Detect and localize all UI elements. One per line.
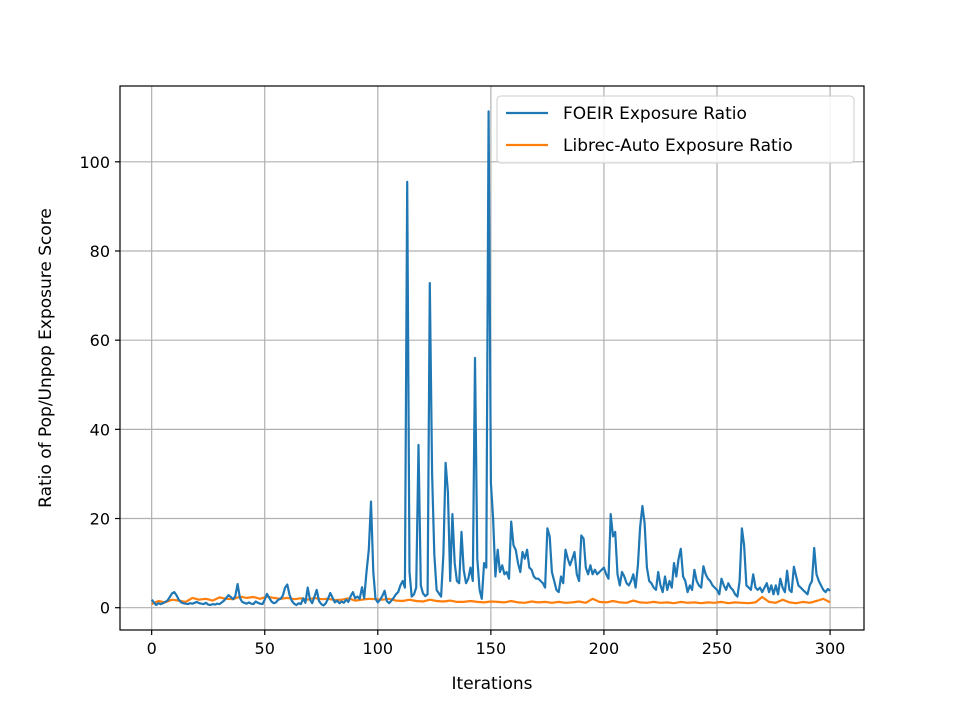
x-axis-label: Iterations bbox=[452, 674, 533, 694]
y-tick-label: 60 bbox=[90, 331, 110, 350]
legend-label-foeir: FOEIR Exposure Ratio bbox=[563, 104, 747, 124]
x-tick-label: 150 bbox=[476, 639, 507, 658]
series-layer bbox=[150, 110, 831, 607]
y-tick-label: 100 bbox=[79, 153, 110, 172]
series-line-foeir bbox=[150, 110, 831, 607]
x-tick-label: 50 bbox=[255, 639, 275, 658]
y-tick-label: 40 bbox=[90, 420, 110, 439]
x-tick-label: 300 bbox=[815, 639, 846, 658]
x-tick-label: 100 bbox=[363, 639, 394, 658]
legend-box bbox=[496, 95, 855, 164]
plot-frame bbox=[119, 85, 865, 631]
y-tick-label: 20 bbox=[90, 510, 110, 529]
y-tick-label: 80 bbox=[90, 242, 110, 261]
ticks: 0 50 100 150 200 250 300 0 20 40 60 80 100 bbox=[79, 153, 845, 658]
grid bbox=[120, 86, 864, 630]
legend-label-librec: Librec-Auto Exposure Ratio bbox=[563, 136, 793, 156]
legend: FOEIR Exposure Ratio Librec-Auto Exposur… bbox=[496, 95, 855, 164]
y-tick-label: 0 bbox=[100, 599, 110, 618]
x-tick-label: 200 bbox=[589, 639, 620, 658]
x-tick-label: 0 bbox=[147, 639, 157, 658]
y-axis-label: Ratio of Pop/Unpop Exposure Score bbox=[36, 208, 56, 508]
x-tick-label: 250 bbox=[702, 639, 733, 658]
